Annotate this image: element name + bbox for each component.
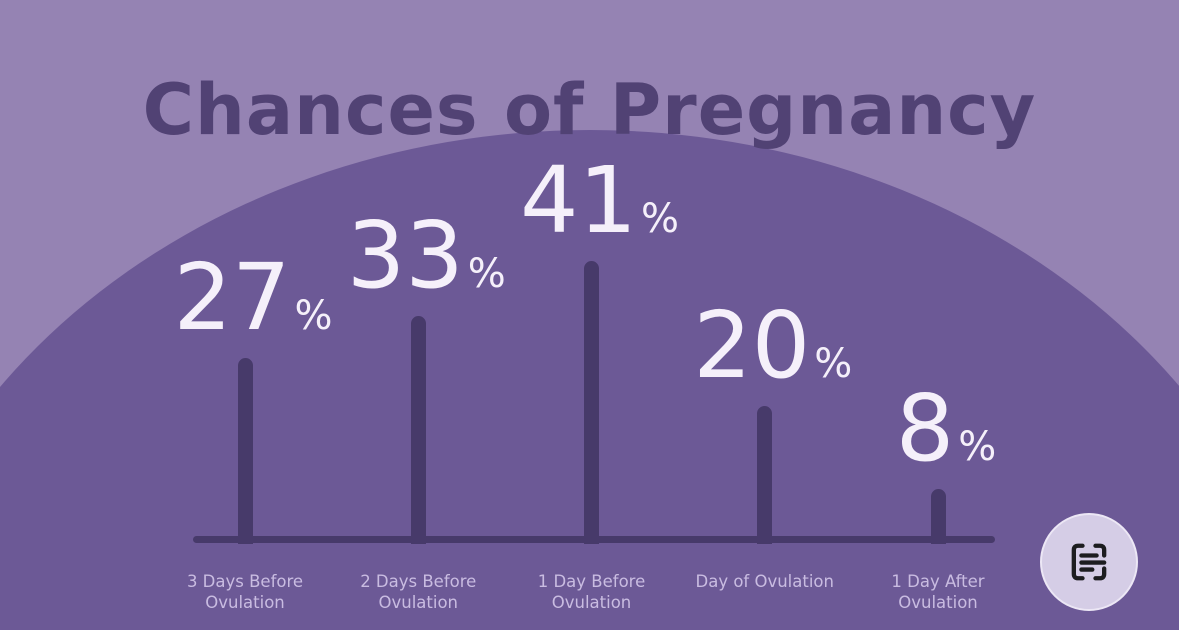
value-label: 8%: [836, 382, 1056, 475]
percent-sign: %: [467, 251, 506, 298]
value-label: 20%: [663, 300, 883, 392]
value-label: 41%: [490, 155, 710, 247]
percent-sign: %: [294, 292, 333, 339]
category-label: 2 Days Before Ovulation: [360, 572, 477, 612]
category-label: 1 Day After Ovulation: [891, 572, 985, 612]
percent-sign: %: [814, 341, 853, 387]
text-scan-icon: [1063, 536, 1115, 588]
value-number: 20: [693, 292, 811, 399]
percent-sign: %: [641, 196, 680, 243]
value-label: 33%: [316, 210, 536, 302]
bar: [757, 406, 773, 544]
scan-button[interactable]: [1040, 513, 1138, 611]
value-number: 33: [346, 202, 464, 310]
value-number: 27: [173, 243, 291, 351]
category-label: Day of Ovulation: [695, 572, 835, 591]
percent-sign: %: [958, 423, 997, 470]
chart-title: Chances of Pregnancy: [142, 68, 1037, 151]
value-number: 8: [895, 374, 955, 482]
bar: [237, 357, 253, 544]
bar: [584, 261, 599, 544]
bar: [410, 316, 426, 544]
value-number: 41: [519, 147, 638, 255]
category-label: 3 Days Before Ovulation: [186, 572, 304, 612]
value-label: 27%: [143, 251, 363, 344]
category-label: 1 Day Before Ovulation: [537, 572, 646, 612]
bar: [930, 488, 946, 544]
